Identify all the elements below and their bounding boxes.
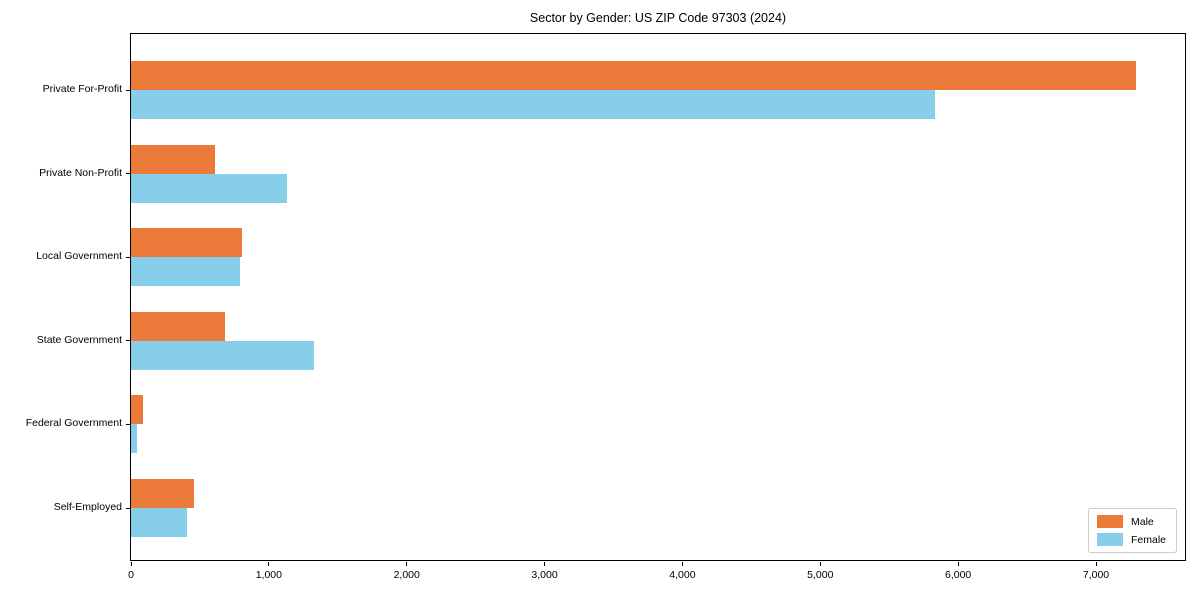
legend: Male Female — [1087, 508, 1177, 553]
x-tick-label-0: 0 — [128, 569, 134, 581]
bar-male-4 — [131, 395, 144, 425]
bar-female-4 — [131, 424, 138, 454]
legend-entry-male: Male — [1096, 515, 1166, 528]
bar-female-5 — [131, 508, 187, 537]
x-tick-mark — [268, 562, 270, 566]
category-label-5: Self-Employed — [53, 501, 122, 513]
legend-label-male: Male — [1130, 515, 1154, 528]
x-tick-mark — [130, 562, 132, 566]
y-tick-mark — [126, 340, 130, 342]
y-tick-mark — [126, 507, 130, 509]
bar-female-2 — [131, 257, 240, 287]
bar-male-3 — [131, 311, 225, 341]
x-tick-label-3: 3,000 — [531, 569, 558, 581]
category-label-0: Private For-Profit — [42, 83, 122, 95]
bar-male-2 — [131, 228, 242, 258]
bar-male-1 — [131, 144, 216, 174]
bar-female-1 — [131, 173, 287, 203]
bar-female-0 — [131, 90, 935, 119]
x-tick-mark — [681, 562, 683, 566]
legend-swatch-male — [1096, 515, 1123, 528]
legend-swatch-female — [1096, 533, 1123, 546]
legend-label-female: Female — [1130, 533, 1166, 546]
x-tick-mark — [957, 562, 959, 566]
x-tick-label-4: 4,000 — [669, 569, 696, 581]
bar-female-3 — [131, 340, 315, 370]
x-tick-label-1: 1,000 — [255, 569, 282, 581]
y-tick-mark — [126, 89, 130, 91]
bar-male-5 — [131, 479, 194, 508]
x-tick-mark — [819, 562, 821, 566]
x-tick-label-5: 5,000 — [807, 569, 834, 581]
x-tick-mark — [406, 562, 408, 566]
x-tick-mark — [544, 562, 546, 566]
category-label-3: State Government — [36, 333, 122, 346]
category-label-2: Local Government — [36, 250, 122, 263]
y-tick-mark — [126, 256, 130, 258]
x-tick-label-6: 6,000 — [945, 569, 972, 581]
category-label-1: Private Non-Profit — [39, 166, 122, 179]
category-label-4: Federal Government — [25, 417, 122, 430]
bar-male-0 — [131, 61, 1136, 90]
chart-title: Sector by Gender: US ZIP Code 97303 (202… — [529, 11, 787, 25]
x-tick-label-7: 7,000 — [1082, 569, 1110, 581]
y-tick-mark — [126, 173, 130, 175]
legend-entry-female: Female — [1096, 533, 1166, 546]
y-tick-mark — [126, 423, 130, 425]
x-tick-label-2: 2,000 — [393, 569, 420, 581]
plot-area: Male Female 0 1,000 2,000 3,000 4,000 5,000 6,0… — [126, 33, 1186, 581]
x-tick-mark — [1095, 562, 1097, 566]
